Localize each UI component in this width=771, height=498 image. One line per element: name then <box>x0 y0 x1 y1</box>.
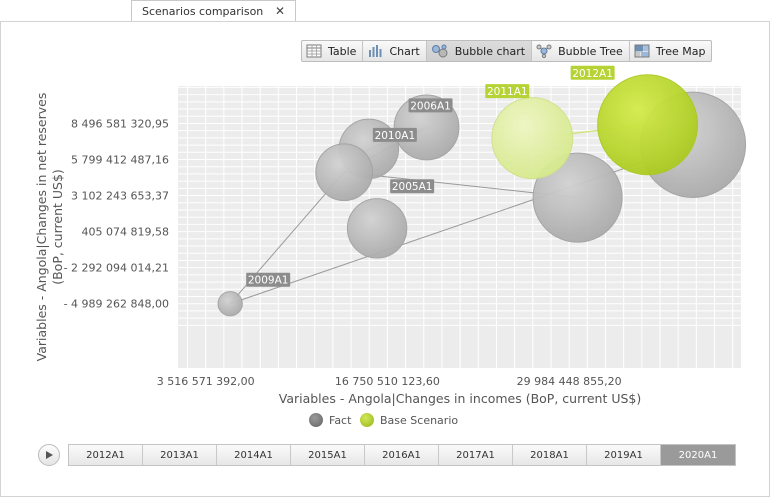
y-tick-label-1: 5 799 412 487,16 <box>71 154 169 167</box>
y-tick-label-0: 8 496 581 320,95 <box>71 117 169 130</box>
bubble-tree-view-label: Bubble Tree <box>558 44 623 58</box>
chart-view-button[interactable]: Chart <box>363 41 427 61</box>
legend: Fact Base Scenario <box>309 413 458 427</box>
x-axis-title: Variables - Angola|Changes in incomes (B… <box>279 391 642 406</box>
timeline-year-2015[interactable]: 2015A1 <box>291 445 365 465</box>
bubble-label-bg-2009A1 <box>246 272 291 287</box>
y-tick-label-2: 3 102 243 653,37 <box>71 190 169 203</box>
base-scenario-bubble-2012A1[interactable] <box>597 74 699 176</box>
timeline-year-2012[interactable]: 2012A1 <box>69 445 143 465</box>
timeline-years: 2012A1 2013A1 2014A1 2015A1 2016A1 2017A… <box>68 444 736 466</box>
timeline-year-2020[interactable]: 2020A1 <box>661 445 735 465</box>
y-tick-label-5: - 4 989 262 848,00 <box>64 298 169 311</box>
bubble-chart-view-label: Bubble chart <box>454 44 526 58</box>
legend-fact-marker[interactable] <box>309 413 323 427</box>
play-button[interactable] <box>38 444 60 466</box>
bubble-label-2006A1: 2006A1 <box>410 100 451 112</box>
y-axis-title-line-1: Variables - Angola|Changes in net reserv… <box>34 93 49 362</box>
timeline: 2012A1 2013A1 2014A1 2015A1 2016A1 2017A… <box>38 443 736 467</box>
y-axis-title: Variables - Angola|Changes in net reserv… <box>34 93 65 362</box>
chart-view-label: Chart <box>389 44 420 58</box>
bubble-label-2005A1: 2005A1 <box>392 181 433 193</box>
table-view-label: Table <box>328 44 357 58</box>
bubble-labels: 2009A1 2005A1 2010A1 2006A1 2011A1 2012A1 <box>246 65 615 287</box>
timeline-year-2016[interactable]: 2016A1 <box>365 445 439 465</box>
bubble-label-bg-2010A1 <box>372 127 417 142</box>
tab-scenarios-comparison[interactable]: Scenarios comparison ✕ <box>131 0 296 22</box>
timeline-year-2013[interactable]: 2013A1 <box>143 445 217 465</box>
table-view-button[interactable]: Table <box>302 41 364 61</box>
bubble-label-2011A1: 2011A1 <box>487 86 528 98</box>
y-tick-label-4: - 2 292 094 014,21 <box>64 262 169 275</box>
tree-map-view-label: Tree Map <box>655 44 706 58</box>
fact-bubble-point-4[interactable] <box>346 198 408 259</box>
y-axis-title-line-2: (BoP, current US$) <box>50 169 65 285</box>
legend-fact-label[interactable]: Fact <box>329 414 352 427</box>
timeline-year-2019[interactable]: 2019A1 <box>587 445 661 465</box>
bubble-label-bg-2006A1 <box>408 98 453 113</box>
bubble-tree-view-button[interactable]: Bubble Tree <box>532 41 630 61</box>
bar-chart-icon <box>369 45 382 57</box>
timeline-year-2018[interactable]: 2018A1 <box>513 445 587 465</box>
bubble-label-2009A1: 2009A1 <box>248 275 289 287</box>
bubble-label-2010A1: 2010A1 <box>375 130 416 142</box>
y-axis-ticks: 8 496 581 320,95 5 799 412 487,16 3 102 24… <box>64 117 169 310</box>
x-axis-ticks: 3 516 571 392,00 16 750 510 123,60 29 984 … <box>157 375 622 388</box>
bubble-label-bg-2005A1 <box>390 179 435 194</box>
bubble-label-bg-2012A1 <box>570 65 615 80</box>
bubble-label-bg-2011A1 <box>485 84 530 99</box>
tree-map-icon <box>634 44 650 58</box>
bubble-tree-icon <box>536 44 552 58</box>
close-icon[interactable]: ✕ <box>274 4 285 18</box>
fact-bubble-2009A1[interactable] <box>217 291 243 317</box>
bubble-label-2012A1: 2012A1 <box>572 68 613 80</box>
y-tick-label-3: 405 074 819,58 <box>82 226 169 239</box>
bubble-chart-view-button[interactable]: Bubble chart <box>426 41 533 61</box>
fact-bubble-2005A1[interactable] <box>315 143 374 202</box>
fact-bubble-point-5[interactable] <box>532 152 623 243</box>
view-toolbar: Table Chart Bubble chart Bubble Tree <box>301 40 713 62</box>
x-tick-label-0: 3 516 571 392,00 <box>157 375 255 388</box>
tree-map-view-button[interactable]: Tree Map <box>630 41 712 61</box>
legend-base-scenario-label[interactable]: Base Scenario <box>380 414 458 427</box>
base-scenario-bubble-2011A1[interactable] <box>491 97 574 180</box>
tab-label: Scenarios comparison <box>142 5 264 18</box>
bubble-chart-icon <box>431 44 448 58</box>
table-icon <box>306 44 322 58</box>
x-tick-label-1: 16 750 510 123,60 <box>335 375 440 388</box>
timeline-year-2014[interactable]: 2014A1 <box>217 445 291 465</box>
fact-trajectory-line-1 <box>230 144 694 305</box>
play-icon <box>46 451 53 459</box>
legend-base-scenario-marker[interactable] <box>360 413 374 427</box>
x-tick-label-2: 29 984 448 855,20 <box>517 375 622 388</box>
timeline-year-2017[interactable]: 2017A1 <box>439 445 513 465</box>
